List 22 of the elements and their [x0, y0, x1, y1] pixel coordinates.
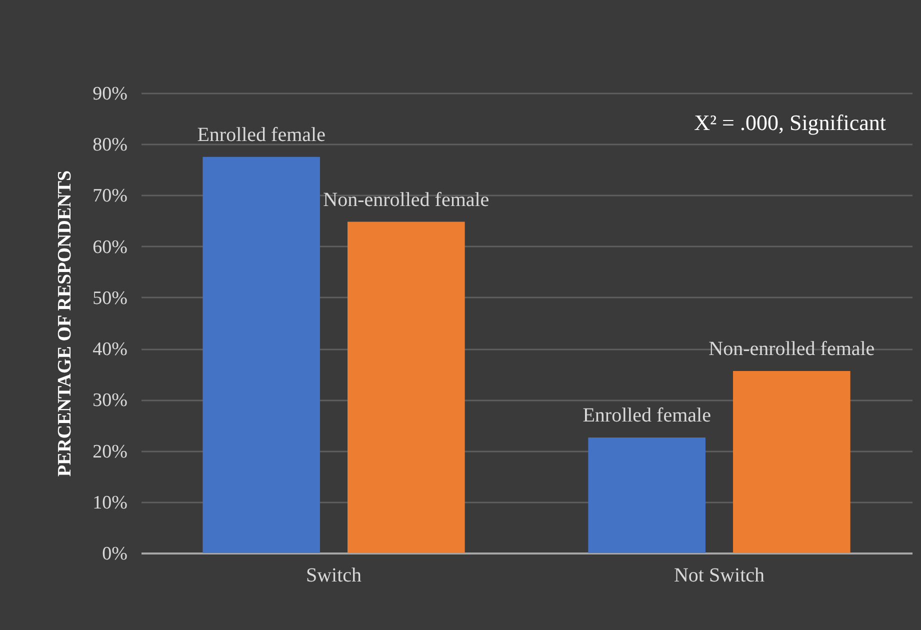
y-tick-label: 90% — [92, 84, 128, 104]
bar — [733, 371, 850, 553]
y-tick-label: 50% — [92, 288, 128, 309]
text: Enrolled female — [197, 124, 326, 146]
x-tick-label: Switch — [306, 564, 362, 586]
y-tick-label: 60% — [92, 236, 128, 258]
y-tick-label: 0% — [102, 544, 128, 564]
y-tick-label: 70% — [92, 186, 128, 207]
series-label: Non-enrolled female — [323, 188, 490, 211]
series-label: Enrolled female — [582, 404, 712, 426]
y-tick-label: 40% — [92, 339, 128, 360]
y-axis-title: PERCENTAGE OF RESPONDENTS — [54, 170, 76, 477]
x-tick-label: Not Switch — [674, 564, 765, 586]
annotation: X² = .000, Significant — [694, 110, 886, 135]
y-tick-label: 20% — [92, 441, 128, 462]
bar — [202, 156, 320, 553]
y-tick-label: 80% — [92, 134, 128, 156]
bar — [588, 437, 706, 553]
y-tick-label: 10% — [92, 492, 128, 514]
y-tick-label: 30% — [92, 390, 128, 412]
bar — [348, 222, 465, 553]
text: Non-enrolled female — [708, 338, 875, 360]
